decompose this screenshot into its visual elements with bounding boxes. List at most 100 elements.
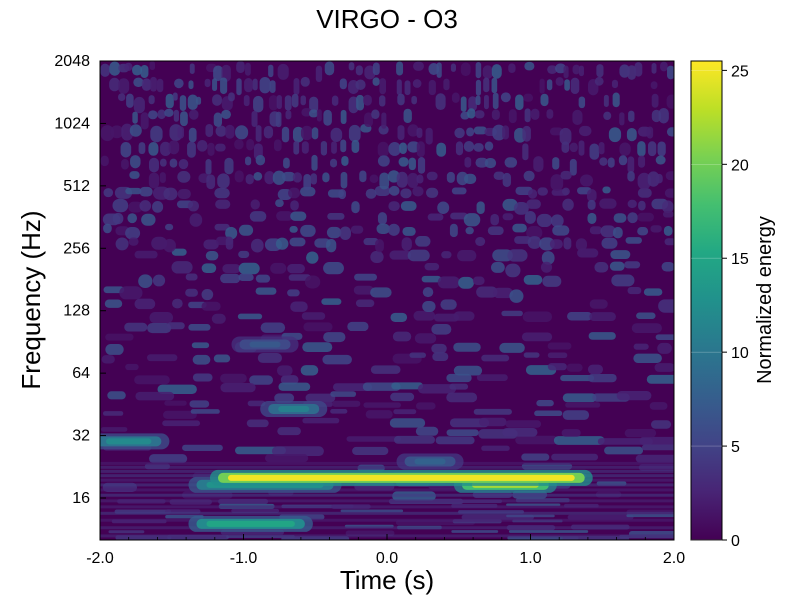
heatmap-cell <box>508 530 589 533</box>
heatmap-cell <box>235 125 249 140</box>
heatmap-cell <box>482 65 493 79</box>
colorbar-tick-label: 5 <box>731 439 740 456</box>
heatmap-cell <box>526 226 543 240</box>
heatmap-cell <box>347 321 369 332</box>
heatmap-cell <box>446 392 478 403</box>
heatmap-cell <box>331 141 337 154</box>
heatmap-cell <box>288 187 301 199</box>
heatmap-cell <box>451 530 499 533</box>
heatmap-cell <box>149 454 188 464</box>
heatmap-cell <box>388 142 401 156</box>
heatmap-cell <box>100 427 128 432</box>
x-tick-label: 2.0 <box>663 550 685 567</box>
heatmap-cell <box>402 226 416 236</box>
heatmap-cell <box>188 324 211 331</box>
heatmap-cell <box>491 77 498 94</box>
heatmap-cell <box>213 112 223 127</box>
heatmap-cell <box>118 93 126 102</box>
heatmap-cell <box>394 435 435 444</box>
heatmap-cell <box>377 155 390 167</box>
heatmap-cell <box>272 170 286 185</box>
heatmap-cell <box>330 409 348 414</box>
heatmap-cell <box>476 286 498 298</box>
heatmap-cell <box>663 225 673 236</box>
heatmap-cell <box>428 63 440 75</box>
heatmap-cell <box>547 363 567 371</box>
heatmap-cell <box>205 251 219 261</box>
heatmap-cell <box>453 365 483 376</box>
heatmap-cell <box>273 139 282 152</box>
heatmap-cell <box>572 64 581 75</box>
heatmap-cell <box>524 61 535 71</box>
heatmap-cell <box>641 444 674 451</box>
heatmap-cell <box>119 286 143 300</box>
heatmap-cell <box>217 173 230 189</box>
heatmap-cell <box>127 213 138 224</box>
heatmap-cell <box>269 80 276 93</box>
y-tick-label: 256 <box>63 240 90 257</box>
heatmap-cell <box>536 400 554 407</box>
heatmap-cell <box>211 313 226 324</box>
heatmap-cell <box>432 352 449 362</box>
heatmap-cell <box>413 61 424 71</box>
heatmap-cell <box>128 201 143 213</box>
heatmap-cell <box>490 213 499 226</box>
heatmap-cell <box>100 125 115 142</box>
heatmap-cell <box>290 200 299 211</box>
heatmap-cell <box>252 78 258 91</box>
heatmap-cell <box>316 109 322 122</box>
heatmap-cell <box>561 187 570 196</box>
heatmap-cell <box>613 226 623 239</box>
heatmap-cell <box>290 301 308 312</box>
heatmap-cell <box>125 363 139 371</box>
heatmap-stripe <box>100 511 674 515</box>
heatmap-cell <box>396 171 408 188</box>
heatmap-cell <box>259 76 271 94</box>
heatmap-cell <box>664 238 674 246</box>
y-tick-label: 64 <box>72 365 90 382</box>
heatmap-cell <box>177 171 191 183</box>
heatmap-cell <box>389 250 412 260</box>
heatmap-cell <box>513 202 529 215</box>
heatmap-cell <box>390 312 408 322</box>
heatmap-cell <box>141 213 156 226</box>
heatmap-cell <box>220 77 228 95</box>
heatmap-cell <box>523 274 543 285</box>
heatmap-cell <box>171 261 193 274</box>
heatmap-cell <box>638 155 646 168</box>
heatmap-cell <box>124 322 148 332</box>
heatmap-cell <box>473 126 487 135</box>
heatmap-cell <box>624 261 641 269</box>
heatmap-cell <box>251 238 264 253</box>
heatmap-cell <box>508 109 517 124</box>
heatmap-cell <box>332 383 373 392</box>
heatmap-stripe <box>100 493 674 497</box>
heatmap-cell <box>627 212 638 224</box>
heatmap-cell <box>263 125 274 139</box>
heatmap-cell <box>446 171 455 183</box>
heatmap-cell <box>658 299 674 313</box>
heatmap-cell <box>121 123 133 141</box>
heatmap-cell <box>658 107 669 124</box>
heatmap-stripe <box>100 461 674 465</box>
heatmap-cell <box>446 373 472 383</box>
heatmap-cell <box>596 64 604 78</box>
heatmap-cell <box>238 262 260 275</box>
heatmap-cell <box>287 289 300 297</box>
heatmap-cell <box>215 125 227 137</box>
heatmap-cell <box>245 174 254 185</box>
heatmap-cell <box>214 223 230 231</box>
heatmap-cell <box>500 92 511 103</box>
heatmap-cell <box>160 158 167 167</box>
heatmap-cell <box>236 61 245 74</box>
heatmap-cell <box>639 436 674 446</box>
heatmap-cell <box>148 172 160 189</box>
heatmap-cell <box>578 65 584 77</box>
heatmap-cell <box>152 274 166 287</box>
heatmap-cell <box>338 189 346 200</box>
heatmap-stripe <box>100 488 674 492</box>
heatmap-cell <box>550 174 564 191</box>
heatmap-cell <box>586 189 597 202</box>
heatmap-cell <box>370 287 392 298</box>
heatmap-cell <box>389 418 426 428</box>
